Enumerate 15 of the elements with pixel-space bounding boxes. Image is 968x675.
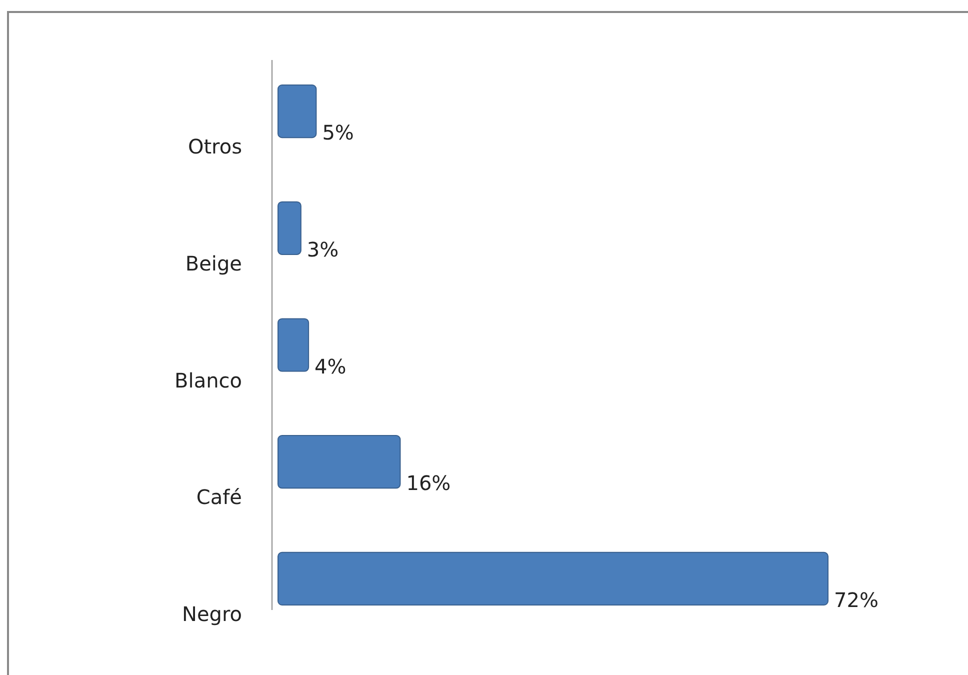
bar: [278, 552, 828, 606]
bar: [278, 318, 310, 372]
data-label: 4%: [314, 354, 346, 378]
data-label: 72%: [834, 588, 878, 612]
bar: [278, 201, 302, 255]
bar: [278, 84, 317, 138]
y-tick-label: Beige: [185, 251, 242, 276]
y-tick-label: Blanco: [174, 368, 242, 392]
data-label: 3%: [306, 237, 339, 262]
y-tick-label: Otros: [188, 134, 242, 159]
data-label: 16%: [406, 471, 451, 496]
y-tick-label: Café: [196, 485, 242, 510]
y-tick-label: Negro: [182, 602, 242, 626]
data-label: 5%: [322, 120, 354, 145]
bar: [278, 435, 401, 489]
